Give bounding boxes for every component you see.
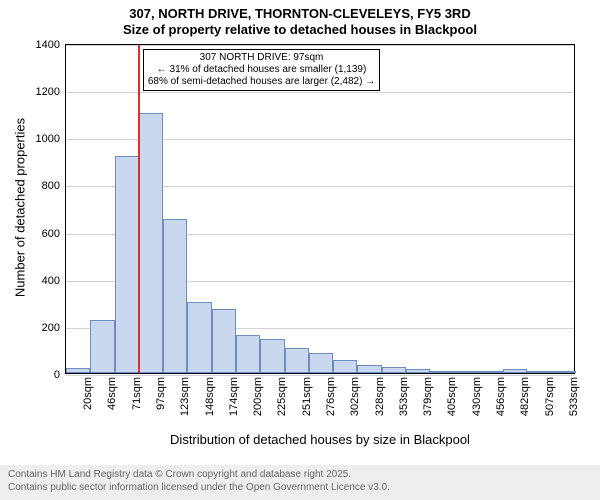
bar — [285, 348, 309, 373]
y-tick-label: 0 — [54, 369, 66, 381]
x-tick-label: 200sqm — [252, 373, 264, 416]
footer-line1: Contains HM Land Registry data © Crown c… — [8, 469, 592, 482]
bar — [236, 335, 260, 373]
x-tick-label: 379sqm — [422, 373, 434, 416]
x-tick-label: 225sqm — [276, 373, 288, 416]
bar — [309, 353, 333, 373]
x-tick-label: 482sqm — [519, 373, 531, 416]
y-tick-label: 400 — [42, 275, 66, 287]
x-tick-label: 148sqm — [204, 373, 216, 416]
highlight-line — [138, 45, 140, 373]
annotation-line1: 307 NORTH DRIVE: 97sqm — [148, 52, 375, 64]
x-tick-label: 46sqm — [106, 373, 118, 410]
x-tick-label: 328sqm — [374, 373, 386, 416]
x-tick-label: 71sqm — [131, 373, 143, 410]
bar — [333, 360, 357, 373]
footer-line2: Contains public sector information licen… — [8, 482, 592, 495]
x-tick-label: 405sqm — [446, 373, 458, 416]
bar — [90, 320, 114, 373]
x-tick-label: 533sqm — [568, 373, 580, 416]
y-tick-label: 1000 — [36, 133, 66, 145]
x-tick-label: 302sqm — [349, 373, 361, 416]
x-tick-label: 353sqm — [398, 373, 410, 416]
x-axis-title: Distribution of detached houses by size … — [65, 432, 575, 447]
x-tick-label: 507sqm — [544, 373, 556, 416]
y-tick-label: 800 — [42, 180, 66, 192]
plot-area: 307 NORTH DRIVE: 97sqm ← 31% of detached… — [65, 44, 575, 374]
bar — [115, 156, 139, 373]
bar — [163, 219, 187, 373]
y-axis-label: Number of detached properties — [13, 108, 28, 308]
y-tick-label: 600 — [42, 228, 66, 240]
chart-title: 307, NORTH DRIVE, THORNTON-CLEVELEYS, FY… — [0, 0, 600, 39]
bar — [187, 302, 211, 373]
bar — [212, 309, 236, 373]
title-line1: 307, NORTH DRIVE, THORNTON-CLEVELEYS, FY… — [0, 6, 600, 22]
title-line2: Size of property relative to detached ho… — [0, 22, 600, 38]
bar — [260, 339, 284, 373]
x-tick-label: 456sqm — [495, 373, 507, 416]
x-tick-label: 97sqm — [155, 373, 167, 410]
y-tick-label: 1200 — [36, 86, 66, 98]
x-tick-label: 276sqm — [325, 373, 337, 416]
annotation-line3: 68% of semi-detached houses are larger (… — [148, 76, 375, 88]
annotation-box: 307 NORTH DRIVE: 97sqm ← 31% of detached… — [143, 49, 380, 91]
x-tick-label: 251sqm — [301, 373, 313, 416]
x-tick-label: 123sqm — [179, 373, 191, 416]
x-tick-label: 430sqm — [471, 373, 483, 416]
x-tick-label: 174sqm — [228, 373, 240, 416]
bar — [357, 365, 381, 373]
y-tick-label: 1400 — [36, 39, 66, 51]
x-tick-label: 20sqm — [82, 373, 94, 410]
annotation-line2: ← 31% of detached houses are smaller (1,… — [148, 64, 375, 76]
footer: Contains HM Land Registry data © Crown c… — [0, 465, 600, 500]
bar — [139, 113, 163, 373]
y-tick-label: 200 — [42, 322, 66, 334]
bars-layer — [66, 45, 574, 373]
